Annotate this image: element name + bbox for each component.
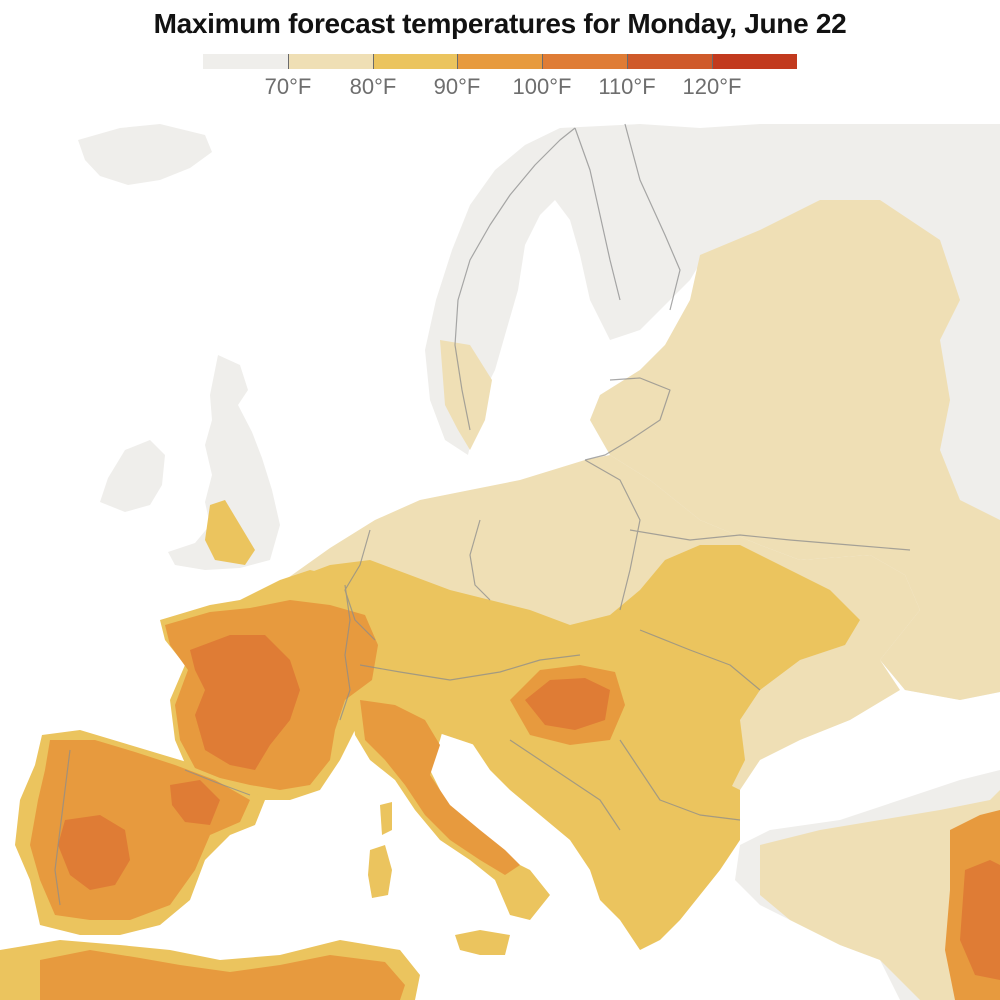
britain-gold [205,500,255,565]
country-borders [54,123,911,906]
ireland [100,440,165,512]
corsica [380,802,392,835]
page-title: Maximum forecast temperatures for Monday… [153,8,847,39]
legend-swatch-80-90 [372,54,458,69]
legend-color-bar [203,54,798,69]
legend-label-90: 90°F [433,74,481,99]
east-warm-interior [590,200,1000,700]
border-balkans-a [509,739,621,831]
legend-tick-90 [457,54,458,69]
turkey-warm [760,790,1000,1000]
legend-label-110: 110°F [598,74,656,99]
border-baltics [584,377,671,461]
legend-tick-110 [627,54,628,69]
temp-100-110-areas [58,635,1000,980]
legend-label-70: 70°F [264,74,312,99]
legend-label-100: 100°F [512,74,572,99]
britain [168,355,280,570]
legend-tick-120 [712,54,713,69]
europe-temperature-map [0,122,1000,1000]
border-france-spain [184,769,251,796]
legend-swatch-above-120 [712,54,798,69]
legend-label-80: 80°F [349,74,397,99]
turkey-hot-core [960,860,1000,980]
legend-swatch-110-120 [627,54,713,69]
italy-orange [360,700,520,875]
hungary-hot-core [525,678,610,730]
sicily [455,930,510,955]
ebro-hot-core [170,780,220,825]
north-africa-orange [40,950,405,1000]
border-germany-west [344,529,376,641]
border-finland-russia [624,123,681,311]
temperature-legend: 70°F 80°F 90°F 100°F 110°F 120°F [203,54,798,104]
border-ukraine-south [639,629,761,691]
sardinia [368,845,392,898]
border-poland-east [584,459,641,611]
border-france-east [339,584,351,721]
legend-tick-100 [542,54,543,69]
legend-swatch-below-70 [203,54,288,69]
iberia-hot-core [58,815,130,890]
border-belarus-ukraine [629,529,911,551]
france-hot-core [190,635,300,770]
border-spain-portugal [54,749,71,906]
iceland [78,124,212,185]
border-poland-west [469,519,491,601]
legend-tick-80 [373,54,374,69]
legend-swatch-90-100 [457,54,543,69]
sweden-warm [440,340,492,450]
border-norway-sweden [454,127,576,431]
border-alps [359,654,581,681]
legend-label-120: 120°F [682,74,742,99]
scandinavia [425,124,760,455]
legend-tick-70 [288,54,289,69]
legend-swatch-100-110 [542,54,628,69]
legend-swatch-70-80 [287,54,373,69]
border-sweden-finland [574,127,621,301]
border-balkans-b [619,739,741,821]
